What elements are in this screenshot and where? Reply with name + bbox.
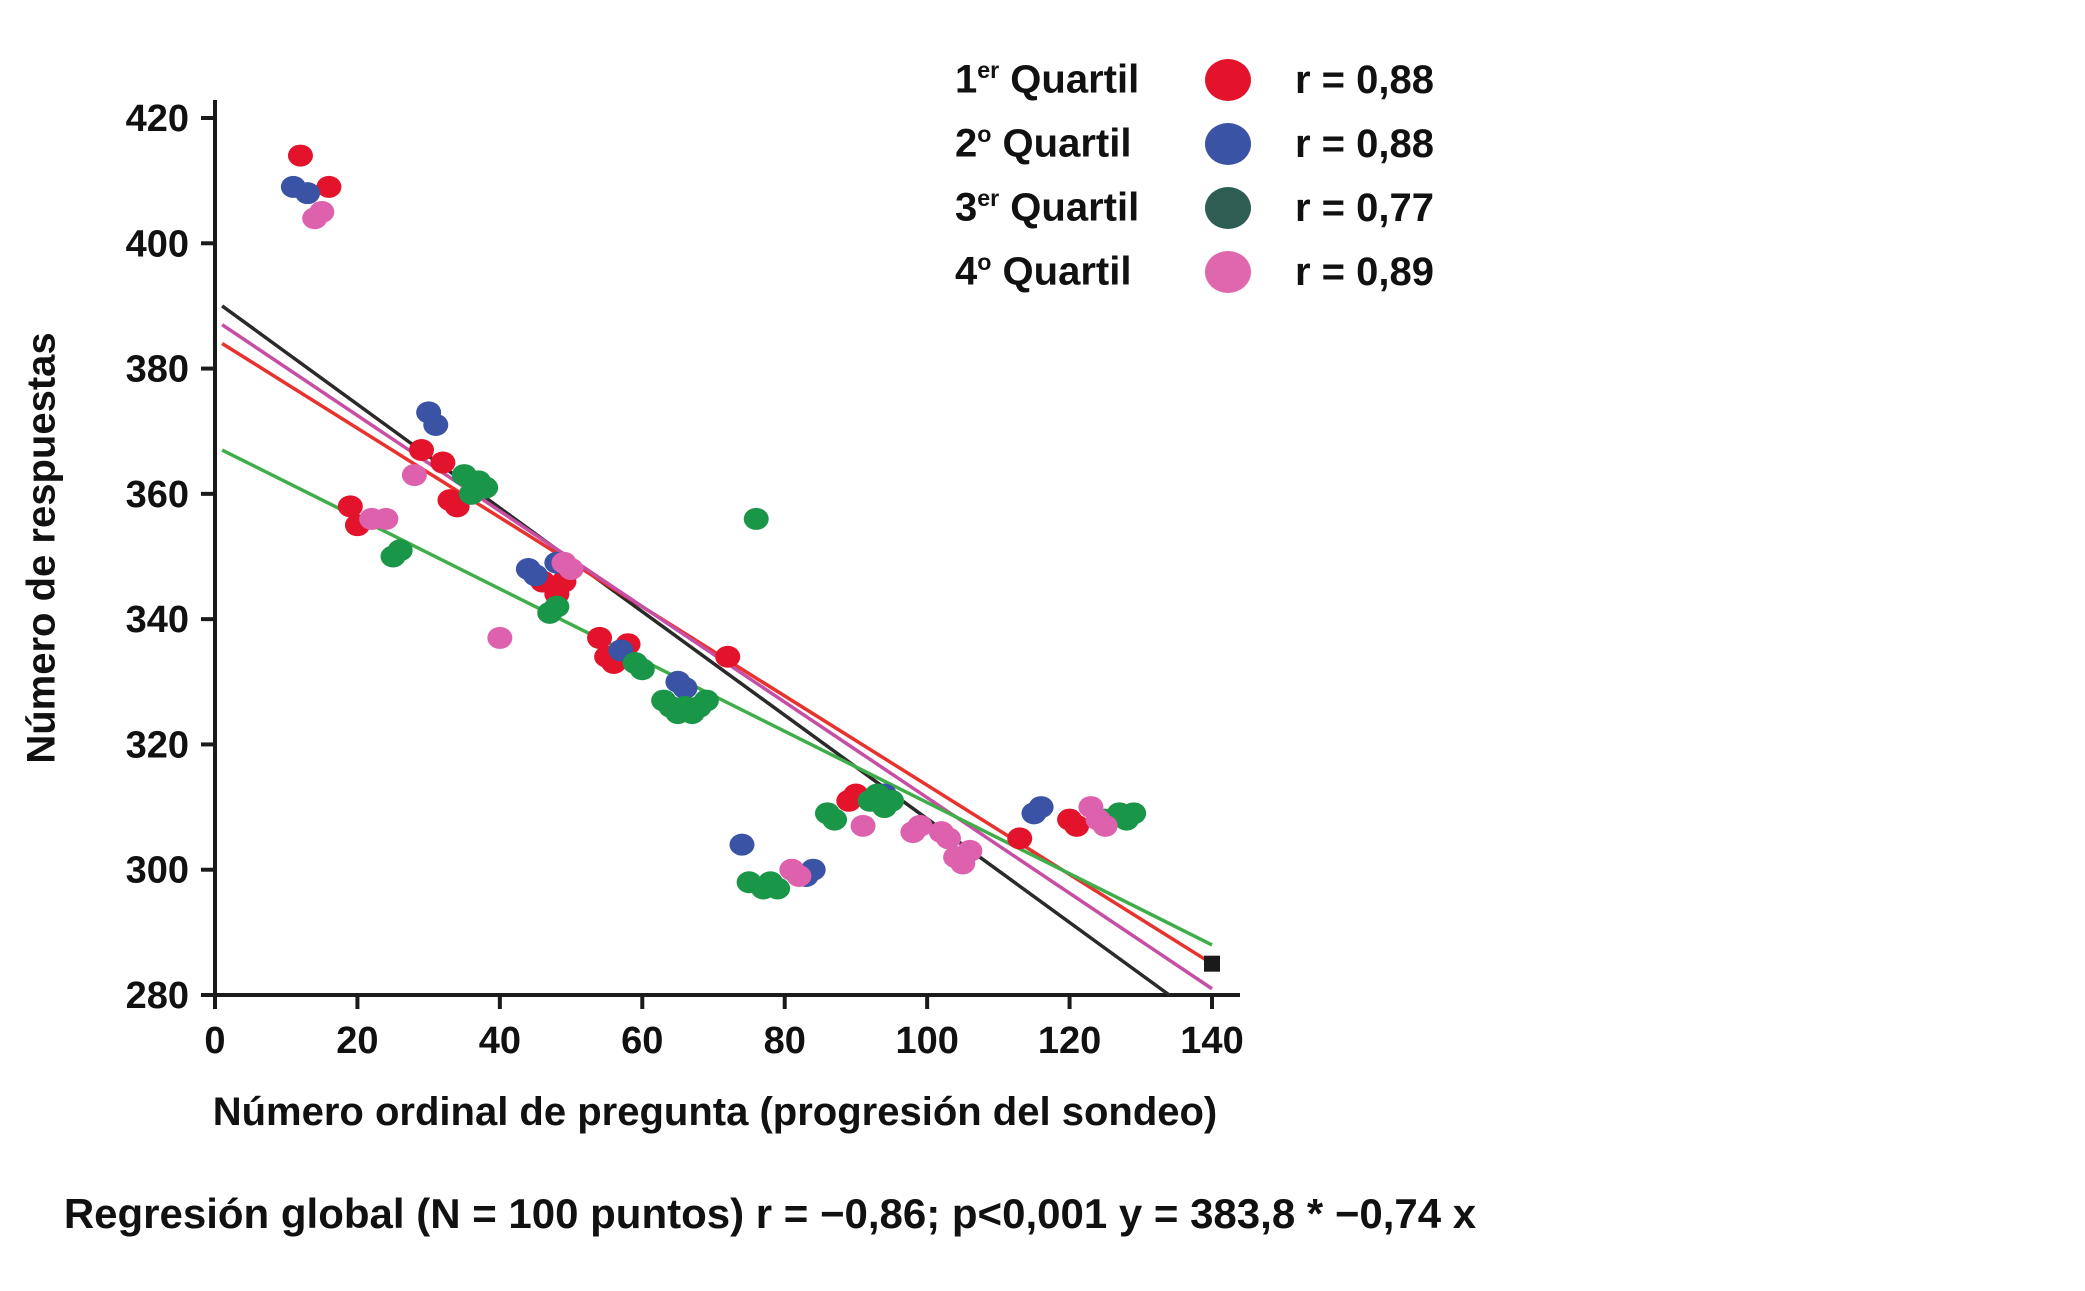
legend-label-rest: Quartil <box>991 121 1132 166</box>
point-quartil-2 <box>729 833 755 856</box>
x-tick-label: 20 <box>336 1020 378 1062</box>
legend-color-dot-quartil-3 <box>1205 187 1251 229</box>
point-quartil-3 <box>743 507 769 530</box>
point-quartil-4 <box>558 558 584 581</box>
legend-r-value-quartil-3: r = 0,77 <box>1295 185 1435 230</box>
regression-line-global <box>221 304 1171 997</box>
point-quartil-3 <box>544 595 570 618</box>
y-tick-label: 300 <box>126 850 189 892</box>
point-quartil-3 <box>629 658 655 681</box>
point-quartil-4 <box>309 200 335 223</box>
point-quartil-4 <box>850 814 876 837</box>
point-quartil-2 <box>295 182 321 205</box>
point-quartil-3 <box>387 539 413 562</box>
legend-r-value-quartil-4: r = 0,89 <box>1295 249 1435 294</box>
legend-label-sup: o <box>977 121 992 148</box>
legend-item-quartil-2: 2o Quartil r = 0,88 <box>955 119 1434 169</box>
point-quartil-1 <box>316 175 342 198</box>
point-quartil-3 <box>822 808 848 831</box>
point-quartil-1 <box>587 626 613 649</box>
legend-label-rest: Quartil <box>991 249 1132 294</box>
regression-caption: Regresión global (N = 100 puntos) r = −0… <box>63 1190 1477 1237</box>
point-quartil-2 <box>1028 796 1054 819</box>
legend-color-dot-quartil-1 <box>1205 59 1251 101</box>
point-quartil-4 <box>936 827 962 850</box>
point-quartil-4 <box>1092 814 1118 837</box>
legend-label-num: 3 <box>955 185 978 230</box>
legend-r-value-quartil-1: r = 0,88 <box>1295 57 1435 102</box>
legend-label-sup: er <box>977 57 1000 84</box>
end-marker <box>1204 955 1220 972</box>
x-tick-label: 140 <box>1180 1020 1243 1062</box>
point-quartil-3 <box>473 476 499 499</box>
x-axis-label: Número ordinal de pregunta (progresión d… <box>212 1090 1218 1134</box>
point-quartil-3 <box>765 877 791 900</box>
y-tick-label: 340 <box>126 599 189 641</box>
x-tick-label: 80 <box>764 1020 806 1062</box>
legend-item-quartil-1: 1er Quartil r = 0,88 <box>955 55 1434 105</box>
point-quartil-4 <box>907 814 933 837</box>
y-tick-label: 400 <box>126 223 189 265</box>
legend-label-rest: Quartil <box>999 185 1140 230</box>
x-tick-label: 40 <box>479 1020 521 1062</box>
point-quartil-4 <box>957 839 983 862</box>
legend-label-num: 4 <box>955 249 978 294</box>
point-quartil-1 <box>430 451 456 474</box>
y-tick-label: 280 <box>126 975 189 1017</box>
y-axis-label: Número de respuestas <box>19 332 64 764</box>
x-tick-label: 120 <box>1038 1020 1101 1062</box>
point-quartil-2 <box>522 564 548 587</box>
legend-label-rest: Quartil <box>999 57 1140 102</box>
legend-label-sup: o <box>977 249 992 276</box>
point-quartil-1 <box>409 439 435 462</box>
point-quartil-4 <box>487 626 513 649</box>
legend-label-quartil-1: 1er Quartil <box>955 57 1205 102</box>
point-quartil-3 <box>879 789 905 812</box>
legend-item-quartil-3: 3er Quartil r = 0,77 <box>955 183 1434 233</box>
legend-color-dot-quartil-4 <box>1205 251 1251 293</box>
point-quartil-3 <box>1121 802 1147 825</box>
point-quartil-4 <box>373 507 399 530</box>
y-tick-label: 360 <box>126 474 189 516</box>
legend-item-quartil-4: 4o Quartil r = 0,89 <box>955 247 1434 297</box>
x-tick-label: 100 <box>895 1020 958 1062</box>
legend-color-dot-quartil-2 <box>1205 123 1251 165</box>
point-quartil-2 <box>672 677 698 700</box>
y-tick-label: 420 <box>126 98 189 140</box>
legend: 1er Quartil r = 0,88 2o Quartil r = 0,88… <box>955 55 1434 311</box>
x-tick-label: 0 <box>204 1020 225 1062</box>
legend-label-sup: er <box>977 185 1000 212</box>
legend-label-quartil-2: 2o Quartil <box>955 121 1205 166</box>
point-quartil-3 <box>693 689 719 712</box>
point-quartil-1 <box>715 645 741 668</box>
y-tick-label: 380 <box>126 349 189 391</box>
point-quartil-1 <box>287 144 313 167</box>
legend-r-value-quartil-2: r = 0,88 <box>1295 121 1435 166</box>
legend-label-num: 2 <box>955 121 978 166</box>
x-tick-label: 60 <box>621 1020 663 1062</box>
legend-label-num: 1 <box>955 57 978 102</box>
legend-label-quartil-3: 3er Quartil <box>955 185 1205 230</box>
point-quartil-4 <box>786 864 812 887</box>
legend-label-quartil-4: 4o Quartil <box>955 249 1205 294</box>
point-quartil-4 <box>401 464 427 487</box>
point-quartil-1 <box>1064 814 1090 837</box>
point-quartil-1 <box>337 495 363 518</box>
y-tick-label: 320 <box>126 724 189 766</box>
point-quartil-1 <box>1007 827 1033 850</box>
point-quartil-2 <box>423 413 449 436</box>
